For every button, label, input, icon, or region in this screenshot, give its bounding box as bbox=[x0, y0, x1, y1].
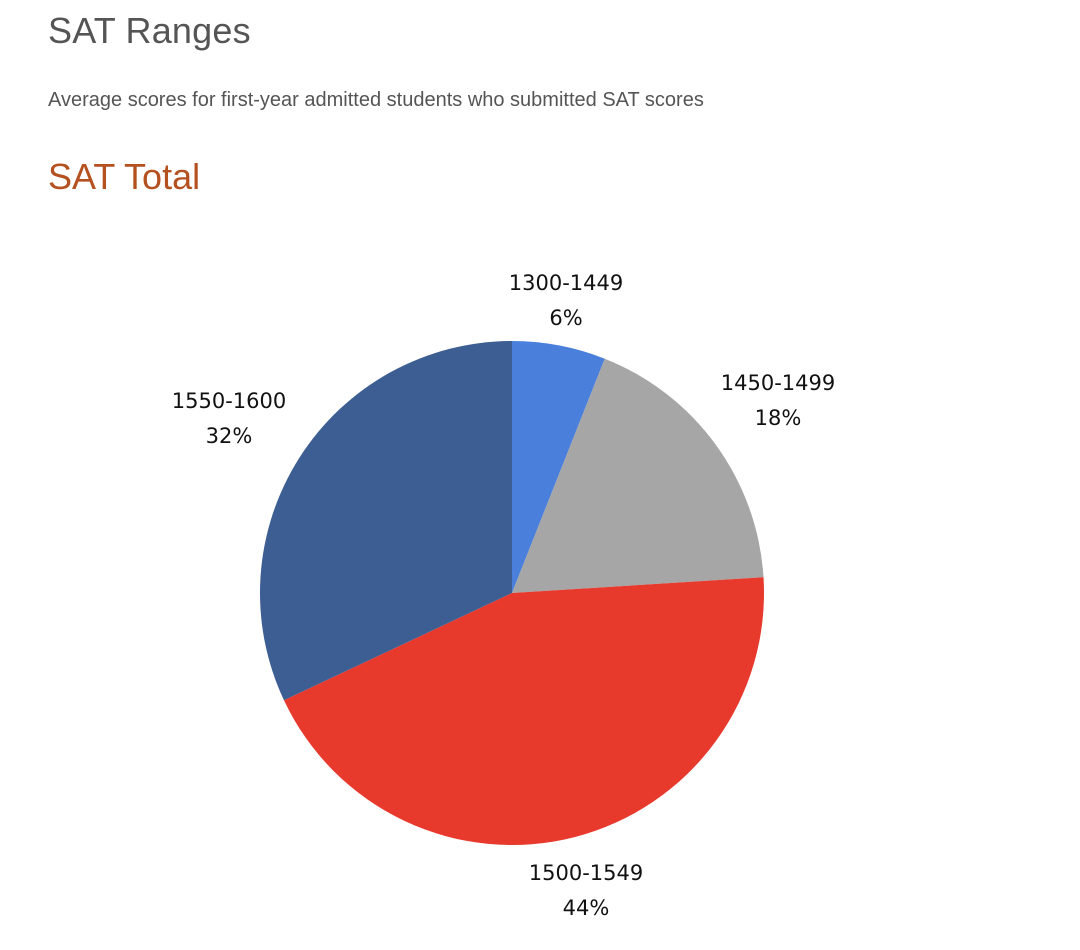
pie-slice-1300-1449 bbox=[512, 341, 605, 593]
pie-slice-1550-1600 bbox=[259, 340, 512, 701]
section-title: SAT Total bbox=[48, 156, 201, 197]
page-title: SAT Ranges bbox=[48, 10, 251, 51]
pie-slice-1500-1549 bbox=[283, 577, 764, 846]
slice-label: 1450-1499 bbox=[721, 371, 835, 395]
slice-value-label: 44% bbox=[563, 896, 610, 920]
slice-label: 1500-1549 bbox=[529, 861, 643, 885]
pie-slice-1450-1499 bbox=[512, 358, 764, 593]
slice-value-label: 32% bbox=[206, 424, 253, 448]
slice-label: 1300-1449 bbox=[509, 271, 623, 295]
slice-value-label: 18% bbox=[755, 406, 802, 430]
slice-label: 1550-1600 bbox=[172, 389, 286, 413]
slice-value-label: 6% bbox=[549, 306, 582, 330]
page-subtitle: Average scores for first-year admitted s… bbox=[48, 89, 704, 111]
